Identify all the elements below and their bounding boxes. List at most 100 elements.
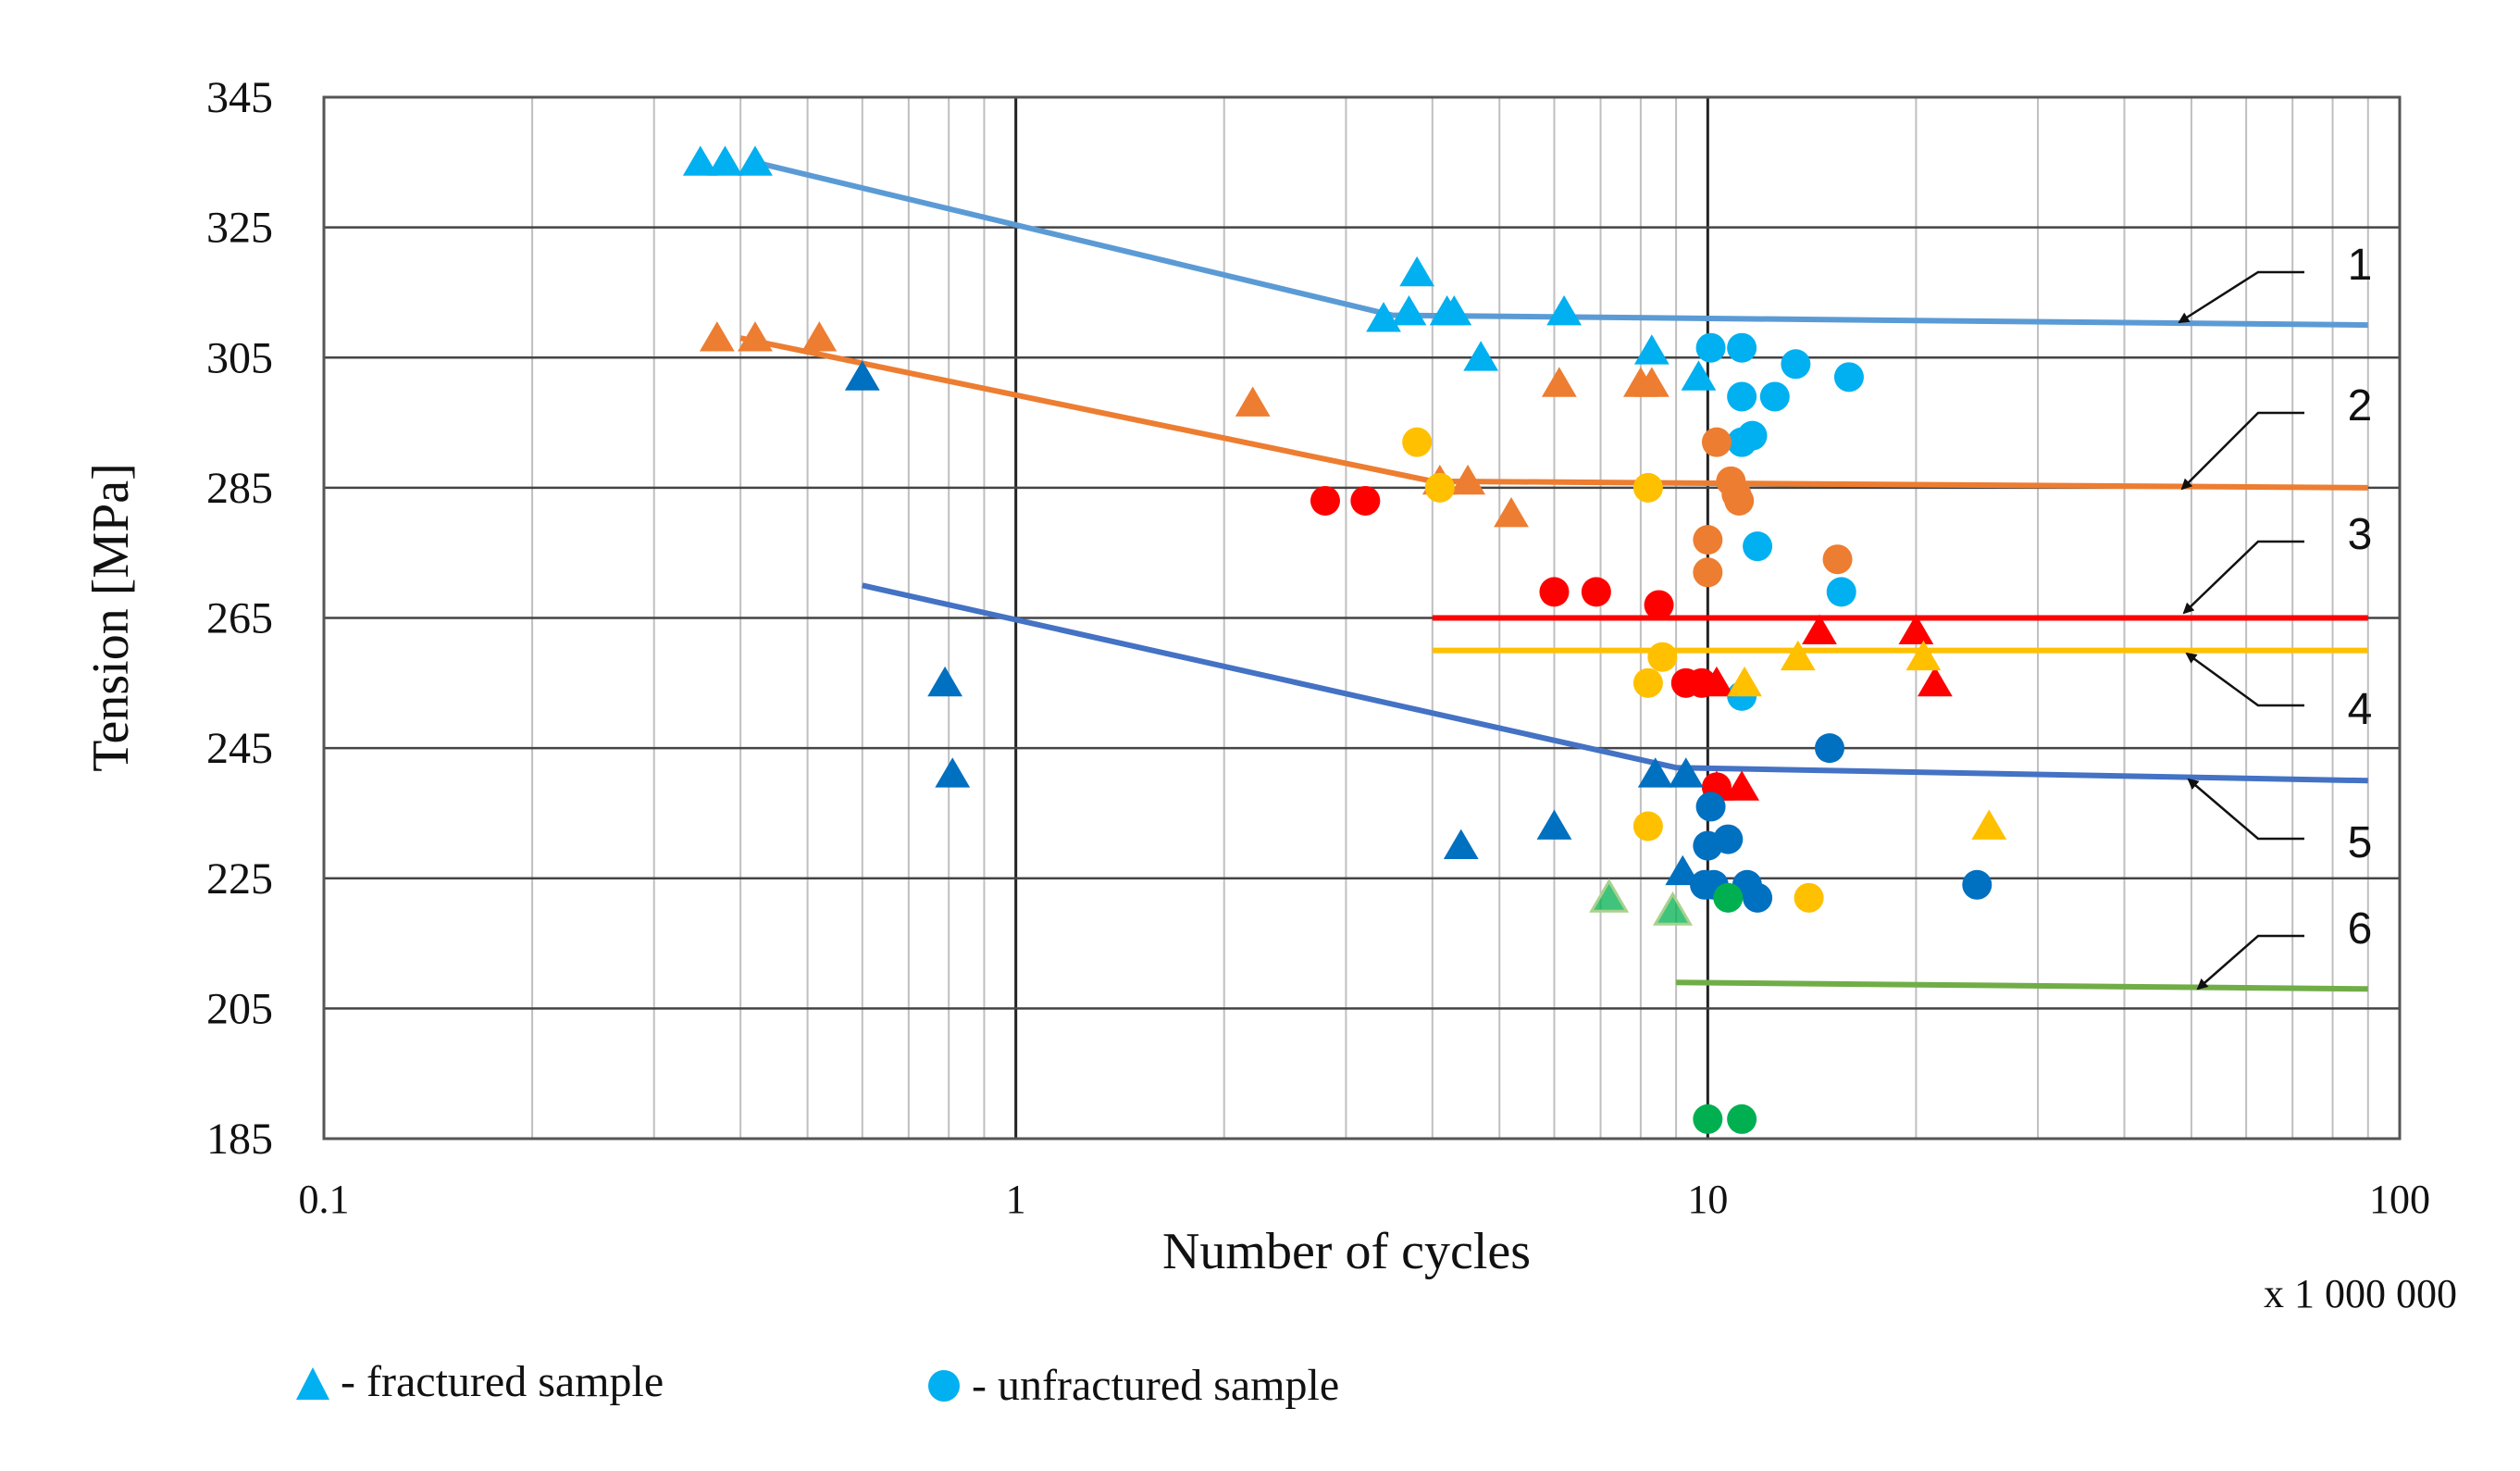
curve-label-1: 1 [2348,241,2373,290]
callout-leader-3 [2182,540,2304,615]
fractured-point-5 [935,757,971,788]
legend-fractured-label: - fractured sample [341,1357,664,1406]
y-tick-label: 265 [206,594,273,643]
unfractured-point-1 [1743,531,1773,562]
fractured-point-1 [1546,295,1583,326]
fractured-point-5 [1665,854,1701,886]
unfractured-point-3 [1581,577,1611,607]
plot-frame [322,95,2402,1141]
x-tick-label: 1 [1006,1177,1026,1222]
callout-leader-6 [2196,934,2304,991]
fractured-point-2 [1541,367,1577,397]
trend-line-5 [862,582,2368,784]
fractured-point-6 [1652,891,1694,926]
fractured-point-3 [1724,770,1760,801]
callout-leader-2 [2180,411,2304,491]
legend-triangle-icon [296,1367,329,1400]
trend-line-1 [754,159,2368,329]
fractured-point-1 [1463,341,1499,371]
curve-label-4: 4 [2348,685,2373,734]
x-tick-label: 0.1 [299,1177,350,1222]
legend: - fractured sample - unfractured sample [296,1357,1339,1410]
fractured-point-4 [1971,809,2007,840]
unfractured-point-5 [1695,792,1726,822]
x-tick-labels: 0.1 1 10 100 [299,1177,2431,1222]
fractured-point-1 [1399,256,1435,287]
trend-lines [739,159,2368,992]
fractured-point-2 [699,321,735,352]
legend-circle-icon [928,1370,960,1402]
unfractured-point-1 [1826,577,1856,607]
fractured-point-2 [1494,497,1529,528]
unfractured-point-1 [1759,381,1790,412]
unfractured-point-1 [1727,332,1757,363]
y-tick-label: 225 [206,854,273,904]
unfractured-point-4 [1647,642,1678,672]
unfractured-point-3 [1644,590,1674,620]
fractured-point-5 [844,360,880,391]
unfractured-point-5 [1713,824,1744,854]
fractured-point-1 [1436,295,1472,326]
y-axis-title: Tension [MPa] [82,463,140,772]
unfractured-point-6 [1693,1103,1723,1134]
fractured-point-2 [738,321,773,352]
fractured-point-1 [738,145,773,176]
x-axis-multiplier-label: x 1 000 000 [2264,1271,2457,1316]
x-axis-title: Number of cycles [1162,1223,1531,1280]
unfractured-point-3 [1539,577,1570,607]
fractured-point-5 [1637,757,1673,788]
unfractured-point-2 [1693,557,1723,588]
unfractured-point-6 [1727,1103,1757,1134]
fractured-point-5 [1536,809,1572,840]
unfractured-point-6 [1713,882,1744,913]
fractured-point-2 [1235,386,1271,417]
unfractured-point-2 [1822,544,1853,575]
unfractured-point-1 [1737,420,1768,451]
unfractured-point-1 [1695,332,1726,363]
fractured-point-1 [1633,334,1670,365]
y-tick-label: 285 [206,464,273,513]
fractured-point-4 [1727,666,1762,697]
unfractured-point-5 [1962,869,1992,900]
y-tick-label: 305 [206,333,273,382]
callout-leader-4 [2185,652,2304,707]
fractured-point-4 [1780,640,1816,671]
unfractured-point-1 [1781,349,1811,380]
fractured-point-6 [1589,878,1630,913]
fractured-point-1 [1391,295,1427,326]
y-tick-label: 205 [206,984,273,1033]
unfractured-point-4 [1632,667,1663,698]
unfractured-point-5 [1743,882,1773,913]
legend-unfractured-label: - unfractured sample [972,1361,1339,1410]
fractured-point-2 [801,321,838,352]
fractured-point-5 [1443,829,1479,859]
fractured-point-3 [1802,614,1837,644]
unfractured-point-4 [1402,427,1433,457]
unfractured-point-4 [1794,882,1824,913]
unfractured-point-4 [1424,472,1455,503]
fractured-point-3 [1917,666,1953,697]
y-tick-label: 245 [206,724,273,773]
trend-line-6 [1676,979,2368,992]
callout-leader-5 [2187,778,2304,841]
unfractured-point-4 [1632,811,1663,841]
curve-callouts: 1 2 3 4 5 6 [2178,241,2373,991]
curve-label-2: 2 [2348,381,2373,430]
callout-leader-1 [2178,270,2304,324]
unfractured-point-2 [1701,427,1732,457]
x-tick-label: 100 [2369,1177,2430,1222]
fractured-point-1 [1681,360,1717,391]
unfractured-point-3 [1310,485,1340,516]
fractured-point-2 [1450,464,1485,495]
curve-label-3: 3 [2348,510,2373,559]
fractured-point-2 [1633,367,1670,397]
unfractured-point-1 [1833,362,1864,393]
y-tick-label: 345 [206,73,273,122]
curve-label-5: 5 [2348,818,2373,867]
curve-label-6: 6 [2348,904,2373,954]
fractured-point-4 [1906,640,1942,671]
unfractured-point-3 [1686,667,1717,698]
unfractured-point-5 [1814,733,1844,764]
fractured-point-1 [682,145,718,176]
